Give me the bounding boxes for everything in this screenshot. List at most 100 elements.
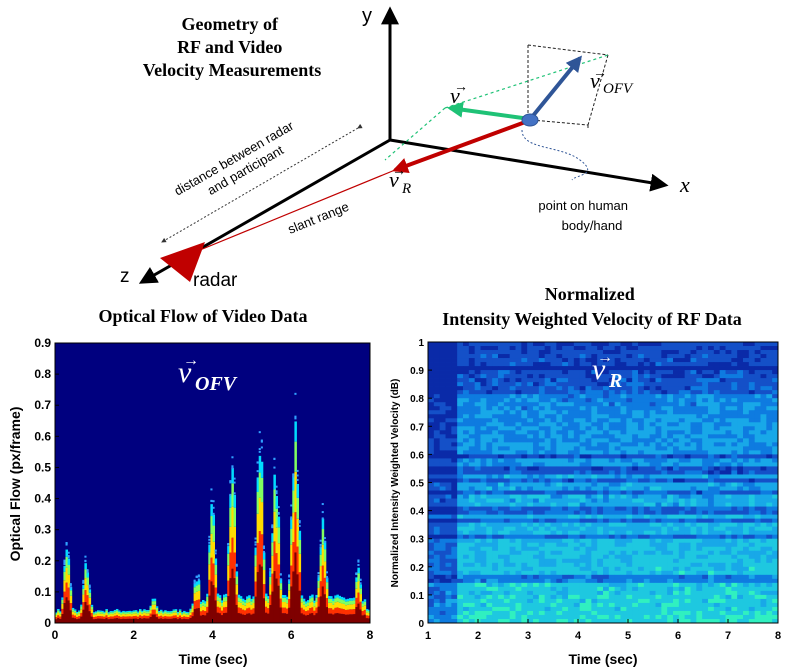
- heat-cell: [503, 550, 510, 556]
- heat-cell: [258, 472, 262, 498]
- heat-cell: [643, 534, 650, 539]
- heat-cell: [544, 514, 551, 519]
- heat-cell: [433, 378, 440, 383]
- heat-cell: [608, 406, 615, 411]
- heat-cell: [538, 482, 545, 487]
- heat-cell: [486, 582, 493, 588]
- heat-cell: [544, 350, 551, 355]
- y-tick-label: 0.1: [34, 585, 51, 599]
- heat-cell: [643, 582, 650, 588]
- heat-cell: [509, 510, 516, 515]
- heat-column: [155, 606, 159, 623]
- heat-cell: [573, 462, 580, 467]
- heat-cell: [515, 522, 522, 527]
- heat-cell: [661, 386, 668, 391]
- heat-cell: [649, 510, 656, 515]
- heat-cell: [754, 342, 761, 347]
- heat-cell: [439, 390, 446, 395]
- heat-cell: [597, 458, 604, 463]
- heat-cell: [55, 617, 58, 620]
- heat-cell: [290, 586, 293, 623]
- heat-cell: [713, 590, 720, 596]
- heat-cell: [550, 542, 557, 548]
- heat-cell: [766, 362, 773, 367]
- heat-cell: [515, 526, 522, 531]
- heat-cell: [597, 382, 604, 387]
- heat-cell: [678, 466, 685, 471]
- heat-cell: [468, 382, 475, 387]
- heat-cell: [760, 502, 767, 507]
- heat-column: [202, 599, 205, 623]
- heat-cell: [509, 382, 516, 387]
- heat-cell: [690, 386, 697, 391]
- heat-speckle: [269, 568, 272, 571]
- heat-cell: [678, 422, 685, 427]
- heat-cell: [498, 374, 505, 379]
- heat-cell: [556, 566, 563, 572]
- heat-cell: [67, 558, 71, 566]
- heat-cell: [445, 550, 452, 556]
- heat-cell: [463, 378, 470, 383]
- heat-cell: [486, 422, 493, 427]
- heat-cell: [667, 530, 674, 535]
- heat-cell: [216, 593, 220, 597]
- heat-cell: [667, 406, 674, 411]
- heat-cell: [585, 486, 592, 491]
- heat-cell: [107, 614, 110, 618]
- heat-cell: [725, 350, 732, 355]
- heat-cell: [591, 394, 598, 399]
- heat-cell: [544, 402, 551, 407]
- heat-cell: [562, 362, 569, 367]
- heat-cell: [330, 613, 333, 623]
- heat-cell: [603, 366, 610, 371]
- heat-cell: [766, 458, 773, 463]
- heat-cell: [480, 390, 487, 395]
- heat-cell: [183, 616, 186, 619]
- heat-cell: [533, 590, 540, 596]
- heat-cell: [492, 538, 499, 544]
- heat-cell: [690, 478, 697, 483]
- heat-cell: [141, 611, 144, 614]
- heat-cell: [614, 550, 621, 556]
- heat-cell: [562, 566, 569, 572]
- heat-cell: [719, 490, 726, 495]
- heat-cell: [556, 546, 563, 552]
- heat-cell: [760, 422, 767, 427]
- heat-cell: [632, 586, 639, 592]
- heat-cell: [231, 568, 234, 623]
- heat-cell: [597, 486, 604, 491]
- heat-cell: [480, 542, 487, 548]
- heat-cell: [725, 410, 732, 415]
- heat-cell: [713, 522, 720, 527]
- heat-cell: [620, 390, 627, 395]
- heat-cell: [702, 402, 709, 407]
- heat-cell: [498, 370, 505, 375]
- heat-cell: [428, 442, 435, 447]
- heat-cell: [748, 350, 755, 355]
- heat-cell: [428, 450, 435, 455]
- heat-cell: [748, 382, 755, 387]
- heat-cell: [556, 386, 563, 391]
- heat-cell: [690, 590, 697, 596]
- heat-cell: [321, 544, 325, 566]
- heat-cell: [260, 461, 264, 478]
- heat-cell: [309, 608, 312, 614]
- heat-cell: [515, 482, 522, 487]
- heat-cell: [521, 554, 528, 560]
- heat-speckle: [357, 564, 360, 567]
- heat-cell: [550, 594, 557, 600]
- heat-cell: [208, 544, 211, 553]
- heat-cell: [626, 394, 633, 399]
- heat-cell: [556, 558, 563, 564]
- heat-cell: [614, 358, 621, 363]
- heat-cell: [731, 346, 738, 351]
- heat-cell: [210, 581, 213, 623]
- heat-speckle: [229, 480, 232, 483]
- heat-cell: [428, 486, 435, 491]
- heat-cell: [521, 506, 528, 511]
- heat-cell: [696, 498, 703, 503]
- heat-cell: [754, 578, 761, 584]
- heat-cell: [562, 522, 569, 527]
- heat-cell: [591, 366, 598, 371]
- heat-cell: [708, 526, 715, 531]
